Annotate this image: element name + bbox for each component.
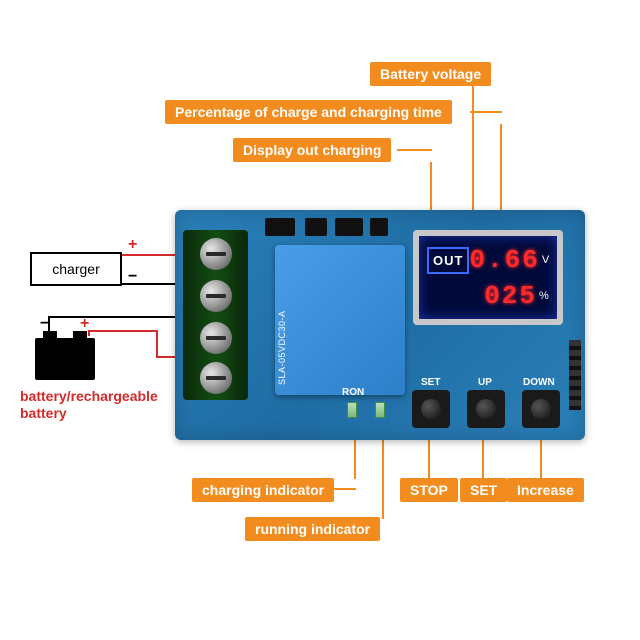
wire-batt-pos-h1 <box>88 330 158 332</box>
relay: SLA-05VDC30-A <box>275 245 405 395</box>
silk-set: SET <box>421 377 440 388</box>
charger-box: charger <box>30 252 122 286</box>
line-set <box>482 437 484 479</box>
pcb-board: SLA-05VDC30-A OUT 0.66 V 025 % RON SET U… <box>175 210 585 440</box>
lcd-bottom-value: 025 <box>463 281 537 311</box>
chip-4 <box>370 218 388 236</box>
wire-batt-neg-v <box>48 316 50 334</box>
callout-charging-indicator: charging indicator <box>192 478 334 502</box>
silk-down: DOWN <box>523 377 555 388</box>
line-stop <box>428 437 430 479</box>
wire-batt-pos-v2 <box>156 330 158 358</box>
lcd-out-label: OUT <box>427 247 469 274</box>
lcd-display: OUT 0.66 V 025 % <box>413 230 563 325</box>
charging-led <box>347 402 357 418</box>
terminal-screw-2 <box>200 280 232 312</box>
line-increase <box>540 437 542 479</box>
charger-pos: + <box>128 236 137 254</box>
callout-stop: STOP <box>400 478 458 502</box>
line-percent-time-h <box>470 111 502 113</box>
callout-battery-voltage: Battery voltage <box>370 62 491 86</box>
chip-3 <box>335 218 363 236</box>
terminal-screw-1 <box>200 238 232 270</box>
callout-running-indicator: running indicator <box>245 517 380 541</box>
callout-display-out: Display out charging <box>233 138 391 162</box>
lcd-top-value: 0.66 <box>469 245 539 275</box>
terminal-screw-3 <box>200 322 232 354</box>
line-charging-ind-h <box>332 488 356 490</box>
charger-label: charger <box>52 261 99 277</box>
lcd-top-unit: V <box>542 254 549 266</box>
button-set[interactable] <box>412 390 450 428</box>
line-battery-voltage <box>472 86 474 226</box>
header-pins <box>569 340 581 410</box>
callout-increase: Increase <box>507 478 584 502</box>
battery-label: battery/rechargeable battery <box>20 388 158 422</box>
chip-1 <box>265 218 295 236</box>
silk-up: UP <box>478 377 492 388</box>
line-display-out-h <box>397 149 432 151</box>
silk-ron: RON <box>342 387 364 398</box>
relay-label: SLA-05VDC30-A <box>277 310 287 385</box>
chip-2 <box>305 218 327 236</box>
terminal-screw-4 <box>200 362 232 394</box>
callout-percent-time: Percentage of charge and charging time <box>165 100 452 124</box>
running-led <box>375 402 385 418</box>
button-up[interactable] <box>467 390 505 428</box>
callout-set: SET <box>460 478 507 502</box>
button-down[interactable] <box>522 390 560 428</box>
battery-icon <box>35 338 95 380</box>
lcd-bottom-unit: % <box>539 290 549 302</box>
terminal-block <box>183 230 248 400</box>
